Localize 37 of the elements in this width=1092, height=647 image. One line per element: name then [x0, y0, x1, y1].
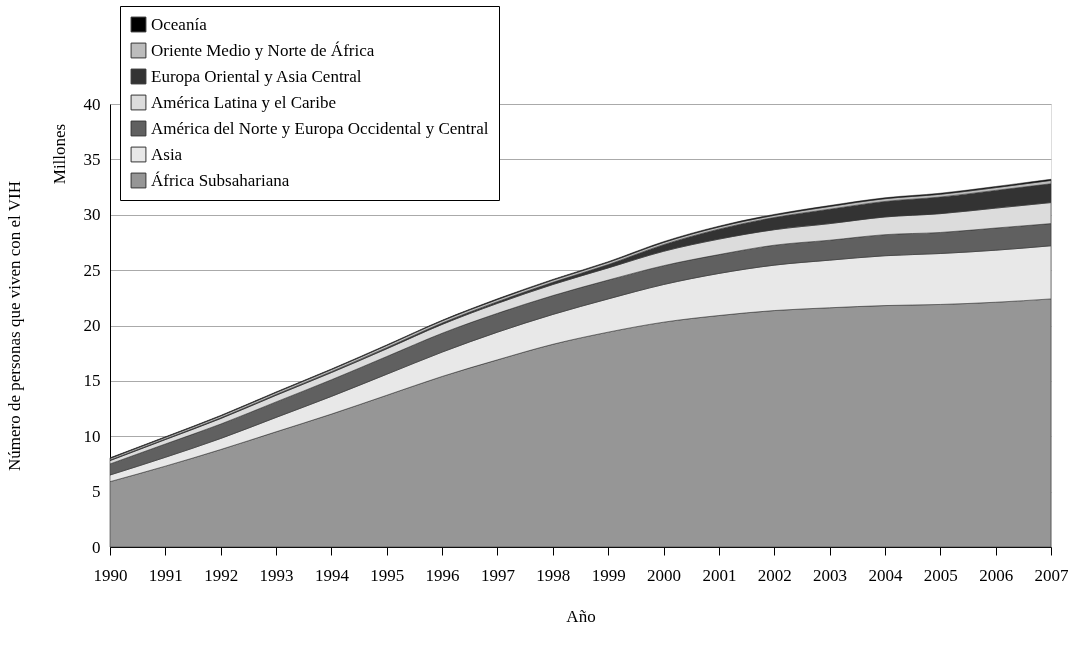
- y-tick-label: 30: [83, 205, 101, 225]
- x-tick-label: 2006: [979, 565, 1014, 585]
- x-tick-label: 2007: [1034, 565, 1069, 585]
- legend-label: Oriente Medio y Norte de África: [151, 40, 375, 60]
- legend-label: Asia: [151, 144, 183, 164]
- legend-label: América Latina y el Caribe: [151, 92, 337, 112]
- x-tick-label: 2003: [813, 565, 848, 585]
- x-tick-label: 1992: [204, 565, 239, 585]
- y-tick-label: 25: [83, 260, 101, 280]
- y-tick-label: 0: [92, 537, 101, 557]
- legend-label: Europa Oriental y Asia Central: [151, 66, 362, 86]
- x-tick-label: 1996: [425, 565, 460, 585]
- x-tick-label: 1997: [480, 565, 516, 585]
- y-tick-label: 35: [83, 149, 101, 169]
- y-tick-label: 15: [83, 371, 101, 391]
- x-tick-label: 1998: [536, 565, 571, 585]
- x-tick-label: 2002: [757, 565, 792, 585]
- x-tick-label: 1991: [148, 565, 183, 585]
- x-tick-label: 1995: [370, 565, 405, 585]
- x-tick-label: 1994: [314, 565, 350, 585]
- legend-label: América del Norte y Europa Occidental y Central: [151, 118, 489, 138]
- y-axis-title: Número de personas que viven con el VIH: [4, 180, 24, 472]
- y-tick-label: 5: [92, 482, 101, 502]
- y-tick-label: 10: [83, 426, 101, 446]
- x-tick-label: 1999: [591, 565, 626, 585]
- x-tick-label: 1993: [259, 565, 294, 585]
- x-tick-label: 2005: [923, 565, 958, 585]
- x-tick-label: 1990: [93, 565, 128, 585]
- x-axis-title: Año: [566, 606, 596, 626]
- legend-label: África Subsahariana: [151, 170, 290, 190]
- x-tick-label: 2004: [868, 565, 903, 585]
- text: Millones: [50, 123, 69, 185]
- x-tick-label: 2001: [702, 565, 737, 585]
- y-tick-label: 40: [83, 94, 101, 114]
- y-tick-label: 20: [83, 316, 101, 335]
- legend-label: Oceanía: [151, 14, 208, 34]
- x-tick-label: 2000: [647, 565, 682, 585]
